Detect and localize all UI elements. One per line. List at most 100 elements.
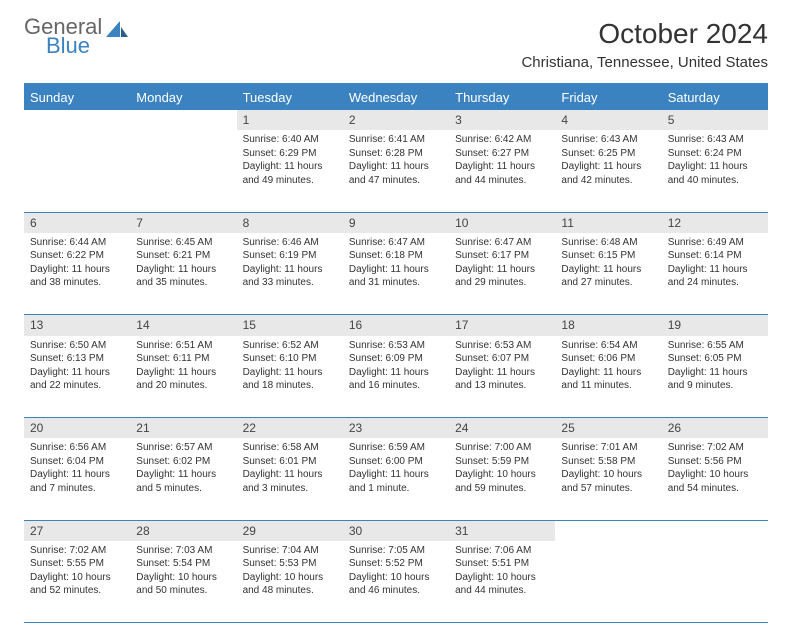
sunrise-line: Sunrise: 6:47 AM [349,236,443,250]
day-number: 9 [343,212,449,233]
day-cell: Sunrise: 6:40 AMSunset: 6:29 PMDaylight:… [237,130,343,212]
day-cell: Sunrise: 7:02 AMSunset: 5:56 PMDaylight:… [662,438,768,520]
day-details: Sunrise: 6:52 AMSunset: 6:10 PMDaylight:… [237,336,343,399]
day-number: 10 [449,212,555,233]
sunrise-line: Sunrise: 7:01 AM [561,441,655,455]
day-cell: Sunrise: 6:43 AMSunset: 6:25 PMDaylight:… [555,130,661,212]
day-details: Sunrise: 6:41 AMSunset: 6:28 PMDaylight:… [343,130,449,193]
sunset-line: Sunset: 6:24 PM [668,147,762,161]
logo-sail-icon [106,19,128,37]
day-number [662,520,768,541]
day-number: 8 [237,212,343,233]
sunset-line: Sunset: 6:25 PM [561,147,655,161]
weekday-header: Wednesday [343,84,449,110]
sunrise-line: Sunrise: 6:56 AM [30,441,124,455]
day-cell: Sunrise: 6:53 AMSunset: 6:07 PMDaylight:… [449,336,555,418]
sunset-line: Sunset: 6:01 PM [243,455,337,469]
day-details: Sunrise: 6:51 AMSunset: 6:11 PMDaylight:… [130,336,236,399]
day-number: 3 [449,110,555,130]
day-number-row: 20212223242526 [24,418,768,439]
daylight-line: Daylight: 11 hours and 1 minute. [349,468,443,495]
sunrise-line: Sunrise: 6:44 AM [30,236,124,250]
sunrise-line: Sunrise: 6:53 AM [349,339,443,353]
logo-text: General Blue [24,18,102,55]
sunrise-line: Sunrise: 6:46 AM [243,236,337,250]
weekday-header: Thursday [449,84,555,110]
daylight-line: Daylight: 11 hours and 31 minutes. [349,263,443,290]
day-details: Sunrise: 6:45 AMSunset: 6:21 PMDaylight:… [130,233,236,296]
daylight-line: Daylight: 11 hours and 16 minutes. [349,366,443,393]
day-cell: Sunrise: 6:54 AMSunset: 6:06 PMDaylight:… [555,336,661,418]
day-number: 5 [662,110,768,130]
day-cell: Sunrise: 7:06 AMSunset: 5:51 PMDaylight:… [449,541,555,623]
day-details: Sunrise: 7:02 AMSunset: 5:56 PMDaylight:… [662,438,768,501]
day-cell: Sunrise: 6:56 AMSunset: 6:04 PMDaylight:… [24,438,130,520]
daylight-line: Daylight: 11 hours and 29 minutes. [455,263,549,290]
day-number: 7 [130,212,236,233]
sunrise-line: Sunrise: 6:42 AM [455,133,549,147]
sunset-line: Sunset: 6:06 PM [561,352,655,366]
sunrise-line: Sunrise: 6:59 AM [349,441,443,455]
sunrise-line: Sunrise: 7:03 AM [136,544,230,558]
weekday-header: Tuesday [237,84,343,110]
day-number-row: 13141516171819 [24,315,768,336]
calendar-table: SundayMondayTuesdayWednesdayThursdayFrid… [24,83,768,623]
day-number: 28 [130,520,236,541]
day-details: Sunrise: 6:47 AMSunset: 6:17 PMDaylight:… [449,233,555,296]
day-cell: Sunrise: 6:41 AMSunset: 6:28 PMDaylight:… [343,130,449,212]
daylight-line: Daylight: 11 hours and 13 minutes. [455,366,549,393]
day-cell [130,130,236,212]
sunrise-line: Sunrise: 7:04 AM [243,544,337,558]
day-number: 11 [555,212,661,233]
calendar-page: General Blue October 2024 Christiana, Te… [0,0,792,641]
weekday-header: Sunday [24,84,130,110]
day-details: Sunrise: 7:00 AMSunset: 5:59 PMDaylight:… [449,438,555,501]
day-details: Sunrise: 7:02 AMSunset: 5:55 PMDaylight:… [24,541,130,604]
day-number: 27 [24,520,130,541]
sunrise-line: Sunrise: 6:54 AM [561,339,655,353]
day-content-row: Sunrise: 6:56 AMSunset: 6:04 PMDaylight:… [24,438,768,520]
day-cell [555,541,661,623]
day-cell: Sunrise: 6:43 AMSunset: 6:24 PMDaylight:… [662,130,768,212]
sunset-line: Sunset: 5:56 PM [668,455,762,469]
sunset-line: Sunset: 6:00 PM [349,455,443,469]
day-details: Sunrise: 6:43 AMSunset: 6:24 PMDaylight:… [662,130,768,193]
day-cell: Sunrise: 6:42 AMSunset: 6:27 PMDaylight:… [449,130,555,212]
daylight-line: Daylight: 11 hours and 7 minutes. [30,468,124,495]
day-number: 24 [449,418,555,439]
day-details: Sunrise: 6:43 AMSunset: 6:25 PMDaylight:… [555,130,661,193]
day-content-row: Sunrise: 6:44 AMSunset: 6:22 PM Daylight:… [24,233,768,315]
day-cell: Sunrise: 6:46 AMSunset: 6:19 PMDaylight:… [237,233,343,315]
day-cell: Sunrise: 6:59 AMSunset: 6:00 PMDaylight:… [343,438,449,520]
weekday-header: Monday [130,84,236,110]
day-number: 16 [343,315,449,336]
sunset-line: Sunset: 6:13 PM [30,352,124,366]
daylight-line: Daylight: 10 hours and 50 minutes. [136,571,230,598]
day-details: Sunrise: 6:53 AMSunset: 6:09 PMDaylight:… [343,336,449,399]
sunrise-line: Sunrise: 6:43 AM [561,133,655,147]
day-cell [662,541,768,623]
sunset-line: Sunset: 5:51 PM [455,557,549,571]
day-details: Sunrise: 6:58 AMSunset: 6:01 PMDaylight:… [237,438,343,501]
daylight-line: Daylight: 11 hours and 22 minutes. [30,366,124,393]
sunrise-line: Sunrise: 6:45 AM [136,236,230,250]
sunrise-line: Sunrise: 6:51 AM [136,339,230,353]
day-cell: Sunrise: 6:51 AMSunset: 6:11 PMDaylight:… [130,336,236,418]
day-number: 21 [130,418,236,439]
sunset-line: Sunset: 6:22 PM [30,249,124,263]
daylight-line: Daylight: 11 hours and 9 minutes. [668,366,762,393]
sunset-line: Sunset: 6:09 PM [349,352,443,366]
day-number: 31 [449,520,555,541]
day-cell: Sunrise: 6:52 AMSunset: 6:10 PMDaylight:… [237,336,343,418]
day-cell: Sunrise: 6:47 AMSunset: 6:18 PMDaylight:… [343,233,449,315]
day-number: 1 [237,110,343,130]
sunrise-line: Sunrise: 6:48 AM [561,236,655,250]
sunset-line: Sunset: 5:53 PM [243,557,337,571]
day-number-row: 12345 [24,110,768,130]
daylight-line: Daylight: 11 hours and 40 minutes. [668,160,762,187]
sunset-line: Sunset: 6:29 PM [243,147,337,161]
daylight-line: Daylight: 10 hours and 48 minutes. [243,571,337,598]
day-cell: Sunrise: 7:01 AMSunset: 5:58 PMDaylight:… [555,438,661,520]
daylight-line: Daylight: 11 hours and 11 minutes. [561,366,655,393]
sunset-line: Sunset: 6:14 PM [668,249,762,263]
